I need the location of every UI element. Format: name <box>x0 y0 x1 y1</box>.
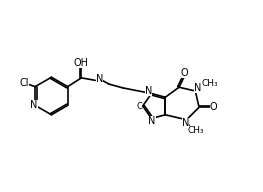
Text: Cl: Cl <box>19 78 29 88</box>
Text: N: N <box>194 84 201 94</box>
Text: N: N <box>182 118 189 128</box>
Text: N: N <box>30 100 38 110</box>
Text: O: O <box>210 102 218 112</box>
Text: N: N <box>96 74 103 84</box>
Text: OH: OH <box>74 58 89 68</box>
Text: N: N <box>148 116 156 126</box>
Text: O: O <box>181 68 188 78</box>
Text: CH₃: CH₃ <box>201 79 218 88</box>
Text: C: C <box>136 102 142 111</box>
Text: N: N <box>145 87 152 97</box>
Text: CH₃: CH₃ <box>188 126 204 135</box>
